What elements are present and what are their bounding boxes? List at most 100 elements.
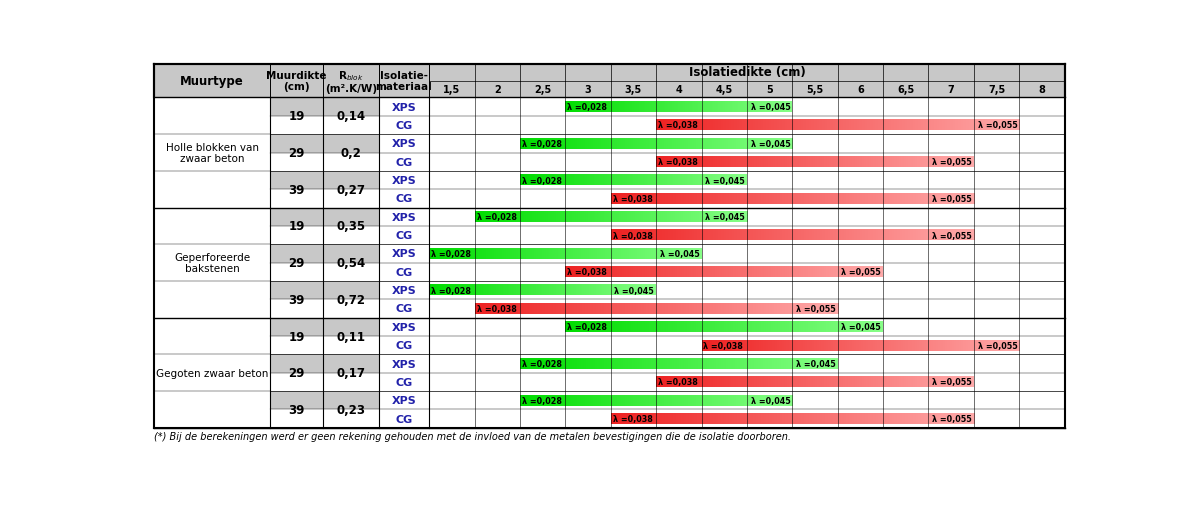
Bar <box>429 135 1064 172</box>
Bar <box>323 135 379 153</box>
Text: λ =0,055: λ =0,055 <box>932 378 971 387</box>
Bar <box>429 391 1064 428</box>
Bar <box>323 245 379 263</box>
Text: λ =0,038: λ =0,038 <box>658 121 698 130</box>
Bar <box>379 281 429 300</box>
Text: λ =0,045: λ =0,045 <box>750 103 791 112</box>
Text: λ =0,038: λ =0,038 <box>612 231 653 240</box>
Bar <box>270 98 323 117</box>
Text: XPS: XPS <box>391 395 416 406</box>
Text: Muurdikte
(cm): Muurdikte (cm) <box>266 71 327 92</box>
Text: λ =0,055: λ =0,055 <box>932 194 971 204</box>
Bar <box>323 98 379 117</box>
Text: λ =0,055: λ =0,055 <box>977 341 1018 350</box>
Text: λ =0,045: λ =0,045 <box>660 249 699 259</box>
Text: λ =0,038: λ =0,038 <box>658 158 698 167</box>
Bar <box>379 226 429 245</box>
Text: λ =0,028: λ =0,028 <box>477 213 516 222</box>
Bar <box>379 300 429 318</box>
Text: λ =0,028: λ =0,028 <box>522 396 562 405</box>
Text: Isolatiedikte (cm): Isolatiedikte (cm) <box>688 66 805 79</box>
Bar <box>323 281 379 300</box>
Text: 0,14: 0,14 <box>336 110 365 123</box>
Bar <box>379 117 429 135</box>
Text: CG: CG <box>396 414 413 424</box>
Text: 3: 3 <box>585 85 591 95</box>
Text: 19: 19 <box>289 110 304 123</box>
Text: 8: 8 <box>1038 85 1045 95</box>
Bar <box>270 373 323 391</box>
Text: λ =0,055: λ =0,055 <box>977 121 1018 130</box>
Text: CG: CG <box>396 231 413 240</box>
Bar <box>323 172 379 190</box>
Bar <box>155 65 1064 98</box>
Text: 39: 39 <box>289 183 304 196</box>
Bar <box>155 98 270 208</box>
Text: 6,5: 6,5 <box>898 85 914 95</box>
Bar <box>270 245 323 263</box>
Bar <box>270 410 323 428</box>
Bar <box>270 336 323 355</box>
Text: XPS: XPS <box>391 139 416 149</box>
Text: λ =0,055: λ =0,055 <box>932 158 971 167</box>
Text: 19: 19 <box>289 330 304 343</box>
Bar <box>379 355 429 373</box>
Text: CG: CG <box>396 267 413 277</box>
Text: CG: CG <box>396 377 413 387</box>
Text: Holle blokken van
zwaar beton: Holle blokken van zwaar beton <box>165 142 259 164</box>
Text: λ =0,028: λ =0,028 <box>432 286 471 295</box>
Text: 6: 6 <box>857 85 863 95</box>
Bar <box>379 336 429 355</box>
Bar <box>323 190 379 208</box>
Text: Geperforeerde
bakstenen: Geperforeerde bakstenen <box>174 252 250 274</box>
Text: λ =0,038: λ =0,038 <box>704 341 743 350</box>
Bar <box>323 373 379 391</box>
Text: XPS: XPS <box>391 359 416 369</box>
Text: 0,11: 0,11 <box>336 330 365 343</box>
Text: 7,5: 7,5 <box>988 85 1005 95</box>
Text: 0,27: 0,27 <box>336 183 365 196</box>
Text: λ =0,038: λ =0,038 <box>612 414 653 423</box>
Bar <box>379 391 429 410</box>
Bar <box>270 263 323 281</box>
Bar <box>155 208 270 318</box>
Text: XPS: XPS <box>391 322 416 332</box>
Bar <box>429 281 1064 318</box>
Bar <box>379 410 429 428</box>
Bar <box>379 135 429 153</box>
Bar <box>379 172 429 190</box>
Bar <box>429 208 1064 245</box>
Text: CG: CG <box>396 304 413 314</box>
Text: λ =0,045: λ =0,045 <box>615 286 654 295</box>
Bar <box>323 153 379 172</box>
Bar <box>323 226 379 245</box>
Text: 0,17: 0,17 <box>336 367 365 379</box>
Text: λ =0,028: λ =0,028 <box>522 360 562 368</box>
Text: Gegoten zwaar beton: Gegoten zwaar beton <box>156 368 269 378</box>
Text: 0,35: 0,35 <box>336 220 365 233</box>
Text: Muurtype: Muurtype <box>181 75 244 88</box>
Text: XPS: XPS <box>391 103 416 113</box>
Bar <box>379 373 429 391</box>
Text: λ =0,028: λ =0,028 <box>522 176 562 185</box>
Bar <box>323 410 379 428</box>
Bar <box>270 208 323 226</box>
Text: λ =0,045: λ =0,045 <box>842 323 881 332</box>
Text: 2: 2 <box>493 85 501 95</box>
Bar <box>323 263 379 281</box>
Text: λ =0,028: λ =0,028 <box>567 323 608 332</box>
Text: 2,5: 2,5 <box>534 85 552 95</box>
Text: Isolatie-
materiaal: Isolatie- materiaal <box>376 71 433 92</box>
Text: λ =0,055: λ =0,055 <box>932 414 971 423</box>
Bar <box>429 98 1064 135</box>
Text: 29: 29 <box>289 257 304 270</box>
Bar <box>323 391 379 410</box>
Text: λ =0,045: λ =0,045 <box>750 139 791 148</box>
Text: 39: 39 <box>289 293 304 306</box>
Text: XPS: XPS <box>391 249 416 259</box>
Bar <box>379 263 429 281</box>
Text: 5,5: 5,5 <box>806 85 824 95</box>
Text: λ =0,055: λ =0,055 <box>932 231 971 240</box>
Text: λ =0,028: λ =0,028 <box>432 249 471 259</box>
Text: λ =0,045: λ =0,045 <box>705 176 746 185</box>
